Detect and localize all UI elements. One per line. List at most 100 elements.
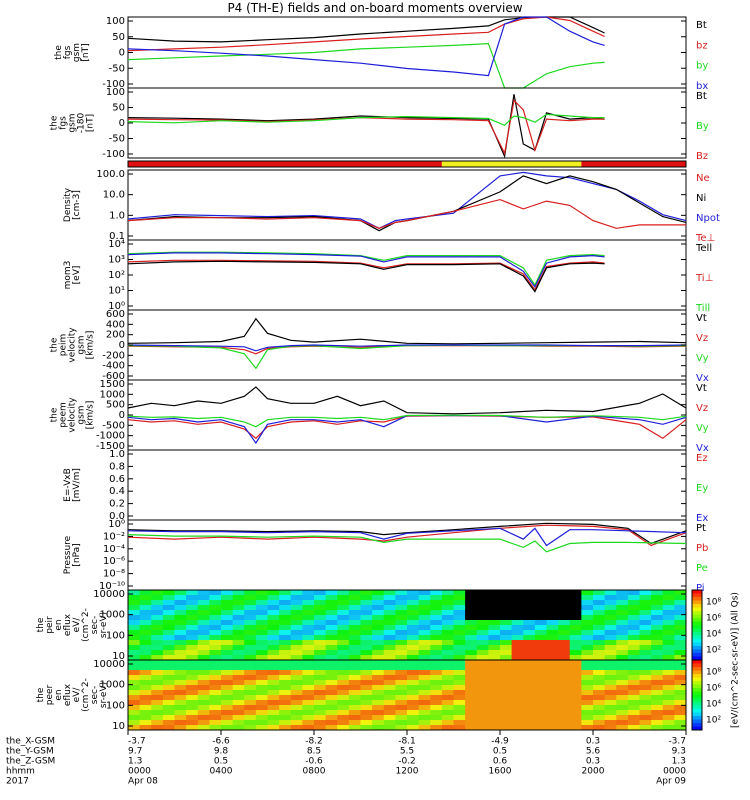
heatmap-cell bbox=[488, 695, 501, 701]
heatmap-cell bbox=[534, 595, 547, 601]
heatmap-cell bbox=[383, 690, 396, 696]
heatmap-cell bbox=[186, 725, 199, 731]
heatmap-cell bbox=[523, 625, 536, 631]
heatmap-cell bbox=[383, 720, 396, 726]
heatmap-cell bbox=[430, 655, 443, 661]
heatmap-cell bbox=[418, 620, 431, 626]
heatmap-cell bbox=[221, 625, 234, 631]
heatmap-cell bbox=[267, 705, 280, 711]
heatmap-cell bbox=[453, 640, 466, 646]
series-line-green bbox=[127, 251, 605, 287]
heatmap-cell bbox=[128, 590, 141, 596]
heatmap-cell bbox=[372, 720, 385, 726]
heatmap-cell bbox=[616, 655, 629, 661]
heatmap-cell bbox=[616, 590, 629, 596]
series-line-green bbox=[127, 42, 605, 89]
heatmap-cell bbox=[465, 720, 478, 726]
heatmap-cell bbox=[511, 680, 524, 686]
y-tick-label: -100 bbox=[102, 79, 125, 90]
heatmap-cell bbox=[441, 665, 454, 671]
heatmap-cell bbox=[627, 590, 640, 596]
heatmap-cell bbox=[209, 650, 222, 656]
heatmap-cell bbox=[290, 590, 303, 596]
heatmap-cell bbox=[128, 690, 141, 696]
heatmap-cell bbox=[616, 625, 629, 631]
heatmap-cell bbox=[500, 720, 513, 726]
heatmap-cell bbox=[627, 690, 640, 696]
heatmap-cell bbox=[453, 660, 466, 666]
heatmap-cell bbox=[476, 650, 489, 656]
heatmap-cell bbox=[348, 690, 361, 696]
heatmap-cell bbox=[348, 700, 361, 706]
heatmap-cell bbox=[197, 695, 210, 701]
heatmap-cell bbox=[662, 695, 675, 701]
heatmap-cell bbox=[418, 655, 431, 661]
heatmap-cell bbox=[279, 645, 292, 651]
y-tick-label: -400 bbox=[102, 361, 125, 372]
heatmap-cell bbox=[337, 700, 350, 706]
heatmap-cell bbox=[337, 660, 350, 666]
heatmap-cell bbox=[558, 590, 571, 596]
heatmap-cell bbox=[372, 595, 385, 601]
y-tick-label: -200 bbox=[102, 350, 125, 361]
heatmap-cell bbox=[162, 700, 175, 706]
heatmap-cell bbox=[302, 720, 315, 726]
heatmap-cell bbox=[430, 715, 443, 721]
y-tick-label: 50 bbox=[112, 32, 125, 43]
heatmap-cell bbox=[465, 625, 478, 631]
heatmap-cell bbox=[302, 660, 315, 666]
heatmap-cell bbox=[174, 605, 187, 611]
heatmap-cell bbox=[348, 685, 361, 691]
heatmap-cell bbox=[302, 625, 315, 631]
heatmap-cell bbox=[383, 605, 396, 611]
heatmap-cell bbox=[325, 610, 338, 616]
heatmap-cell bbox=[674, 610, 687, 616]
heatmap-cell bbox=[314, 645, 327, 651]
heatmap-cell bbox=[174, 650, 187, 656]
heatmap-cell bbox=[558, 665, 571, 671]
heatmap-cell bbox=[232, 690, 245, 696]
heatmap-cell bbox=[546, 695, 559, 701]
heatmap-cell bbox=[209, 595, 222, 601]
heatmap-cell bbox=[453, 705, 466, 711]
heatmap-cell bbox=[325, 650, 338, 656]
heatmap-cell bbox=[651, 600, 664, 606]
heatmap-cell bbox=[627, 630, 640, 636]
heatmap-cell bbox=[209, 695, 222, 701]
heatmap-cell bbox=[418, 685, 431, 691]
heatmap-cell bbox=[395, 610, 408, 616]
heatmap-cell bbox=[244, 685, 257, 691]
colorbar-step bbox=[692, 716, 702, 720]
heatmap-cell bbox=[244, 695, 257, 701]
heatmap-cell bbox=[534, 590, 547, 596]
heatmap-cell bbox=[674, 625, 687, 631]
heatmap-cell bbox=[604, 595, 617, 601]
heatmap-cell bbox=[558, 640, 571, 646]
heatmap-cell bbox=[383, 640, 396, 646]
heatmap-cell bbox=[186, 615, 199, 621]
heatmap-cell bbox=[581, 595, 594, 601]
heatmap-cell bbox=[279, 655, 292, 661]
heatmap-cell bbox=[418, 675, 431, 681]
heatmap-cell bbox=[174, 595, 187, 601]
heatmap-cell bbox=[523, 645, 536, 651]
heatmap-cell bbox=[430, 595, 443, 601]
heatmap-cell bbox=[674, 700, 687, 706]
heatmap-cell bbox=[383, 650, 396, 656]
heatmap-cell bbox=[128, 630, 141, 636]
heatmap-cell bbox=[639, 620, 652, 626]
heatmap-cell bbox=[662, 590, 675, 596]
heatmap-cell bbox=[128, 665, 141, 671]
y-axis-label: the bbox=[36, 617, 46, 632]
heatmap-cell bbox=[221, 680, 234, 686]
heatmap-cell bbox=[500, 620, 513, 626]
y-tick-label: 100 bbox=[106, 87, 125, 98]
heatmap-cell bbox=[174, 720, 187, 726]
heatmap-cell bbox=[162, 620, 175, 626]
heatmap-cell bbox=[186, 625, 199, 631]
heatmap-cell bbox=[209, 610, 222, 616]
legend-entry: Ey bbox=[696, 483, 708, 494]
legend-entry: Ez bbox=[696, 453, 708, 464]
heatmap-cell bbox=[593, 680, 606, 686]
heatmap-cell bbox=[407, 715, 420, 721]
